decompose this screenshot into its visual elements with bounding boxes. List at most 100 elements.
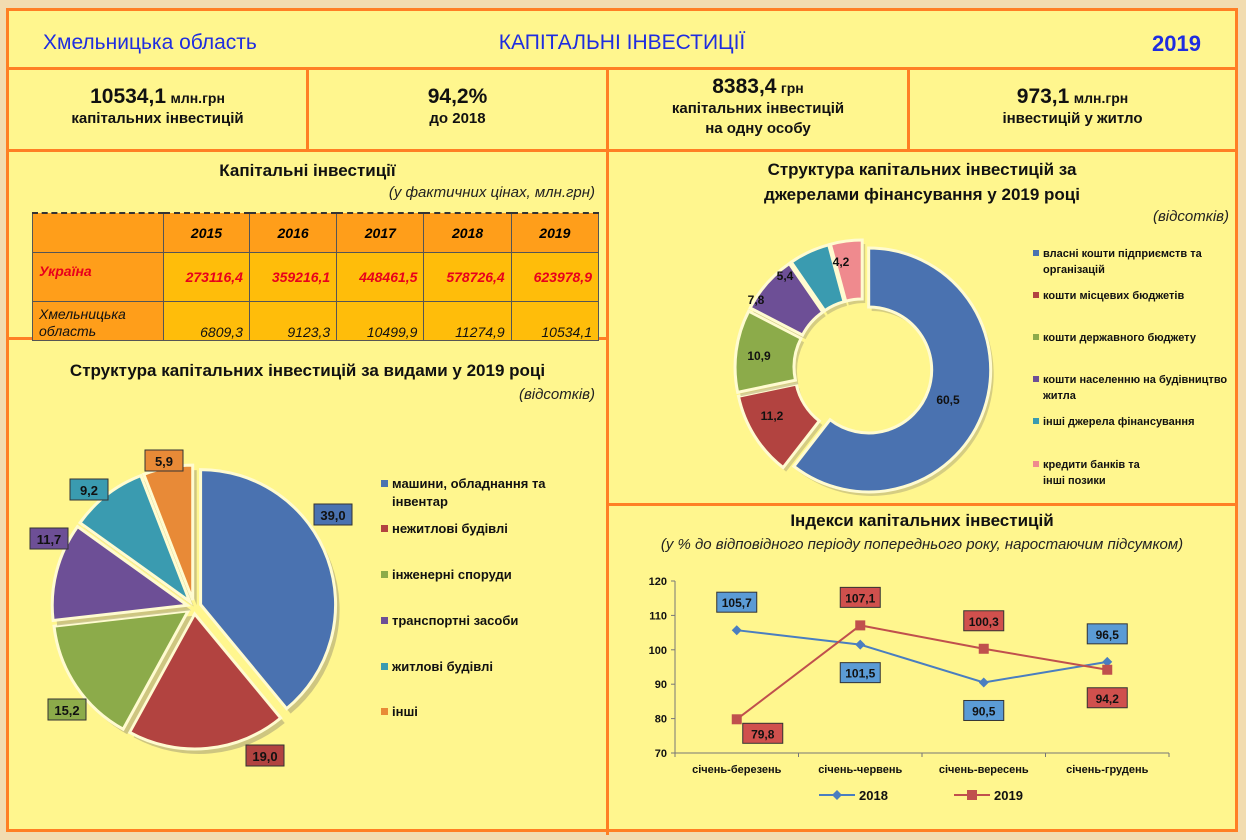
data-label: 15,2 — [54, 703, 79, 718]
legend-label: кошти державного бюджету — [1043, 332, 1197, 344]
donut-slice — [736, 382, 822, 470]
kpi-index: 94,2% до 2018 — [309, 85, 606, 129]
data-label: 5,4 — [777, 269, 794, 283]
legend-label: кошти населенню на будівництво — [1043, 374, 1227, 386]
legend-label: житла — [1042, 390, 1077, 402]
data-label-box — [245, 744, 285, 767]
data-label-box — [839, 586, 881, 608]
data-label-box — [963, 610, 1005, 632]
legend-label: 2018 — [859, 788, 888, 803]
kpi-value: 10534,1 — [90, 85, 167, 108]
legend-label: інвентар — [392, 494, 448, 509]
kpi-unit: грн — [780, 80, 804, 96]
kpi-housing: 973,1 млн.грн інвестицій у житло — [910, 85, 1235, 129]
legend-swatch — [1033, 334, 1039, 340]
dashboard-frame: Хмельницька область КАПІТАЛЬНІ ІНВЕСТИЦІ… — [6, 8, 1238, 835]
kpi-unit: млн.грн — [170, 90, 225, 106]
data-point — [1102, 664, 1113, 675]
legend-label: власні кошти підприємств та — [1043, 248, 1203, 260]
table-cell: 10534,1 — [510, 301, 600, 341]
kpi-value: 8383,4 — [712, 75, 777, 98]
kpi-value: 94,2% — [427, 85, 488, 108]
table-header-cell: 2017 — [336, 212, 425, 253]
y-tick-label: 90 — [655, 679, 667, 691]
table-cell: 6809,3 — [163, 301, 250, 341]
y-tick-label: 70 — [655, 748, 667, 760]
legend-swatch — [381, 525, 388, 532]
region-name: Хмельницька область — [43, 31, 257, 54]
legend-swatch — [381, 480, 388, 487]
donut-slice — [733, 309, 804, 395]
series-line-2019 — [736, 624, 1108, 721]
y-tick-label: 100 — [649, 645, 667, 657]
divider — [9, 67, 1235, 70]
data-label-box — [69, 478, 109, 501]
line-subtitle: (у % до відповідного періоду попередньог… — [660, 536, 1184, 553]
legend-label: машини, обладнання та — [392, 476, 546, 491]
legend-swatch — [1033, 292, 1039, 298]
investment-table: 2015 2016 2017 2018 2019 Україна 273116,… — [32, 212, 600, 341]
kpi-caption: до 2018 — [429, 110, 486, 127]
donut-slice — [748, 261, 825, 338]
divider — [907, 67, 910, 150]
line-title: Індекси капітальних інвестицій — [790, 511, 1054, 530]
data-label: 101,5 — [845, 667, 875, 681]
legend-label: транспортні засоби — [392, 613, 518, 628]
data-label-box — [963, 699, 1005, 721]
data-label: 7,8 — [748, 293, 765, 307]
divider — [306, 67, 309, 150]
data-label-box — [144, 449, 184, 472]
pie-slice — [50, 524, 192, 623]
data-point — [731, 625, 742, 636]
data-label-box — [839, 662, 881, 684]
legend-swatch — [1033, 418, 1039, 424]
data-label-box — [47, 698, 87, 721]
y-tick-label: 80 — [655, 714, 667, 726]
data-label: 11,7 — [37, 532, 62, 547]
kpi-caption: капітальних інвестицій — [671, 100, 845, 117]
x-tick-label: січень-червень — [818, 764, 902, 776]
data-point — [978, 643, 989, 654]
legend-label: інші позики — [1043, 475, 1106, 487]
data-label-box — [716, 591, 758, 613]
legend-swatch — [381, 663, 388, 670]
table-cell: 10499,9 — [336, 301, 425, 341]
legend-label: інші — [392, 704, 418, 719]
divider — [9, 149, 1235, 152]
table-cell: 623978,9 — [510, 252, 600, 302]
legend-label: нежитлові будівлі — [392, 521, 508, 536]
data-label: 60,5 — [936, 393, 960, 407]
data-label: 19,0 — [252, 749, 277, 764]
kpi-caption: на одну особу — [705, 120, 811, 137]
table-title: Капітальні інвестиції — [219, 161, 396, 180]
legend-swatch — [381, 571, 388, 578]
kpi-caption: інвестицій у житло — [1002, 110, 1143, 127]
legend-marker — [832, 790, 842, 800]
data-label-box — [742, 722, 784, 744]
data-label: 107,1 — [845, 591, 875, 605]
data-label-box — [1086, 687, 1128, 709]
table-corner-cell — [32, 212, 164, 253]
data-label: 39,0 — [320, 508, 345, 523]
pie-slice — [52, 609, 191, 732]
legend-label: житлові будівлі — [391, 659, 493, 674]
legend-label: організацій — [1043, 264, 1105, 276]
data-label-box — [1086, 623, 1128, 645]
data-point — [731, 714, 742, 725]
data-label: 10,9 — [747, 349, 771, 363]
legend-label: 2019 — [994, 788, 1023, 803]
table-header-cell: 2016 — [248, 212, 338, 253]
x-tick-label: січень-грудень — [1066, 764, 1148, 776]
kpi-caption: капітальних інвестицій — [71, 110, 244, 127]
table-header-row: 2015 2016 2017 2018 2019 — [32, 212, 600, 253]
donut-title: Структура капітальних інвестицій за джер… — [764, 160, 1080, 204]
donut-slice — [828, 238, 864, 304]
pie-slice — [199, 468, 338, 711]
table-row-label: Україна — [32, 252, 164, 302]
table-cell: 273116,4 — [163, 252, 250, 302]
y-tick-label: 120 — [649, 576, 667, 588]
divider — [606, 503, 1235, 506]
pie-chart-types: 39,0 19,0 15,2 11,7 9,2 5,9 машини, обладнання… — [29, 449, 546, 767]
table-header-cell: 2015 — [163, 212, 250, 253]
data-label: 100,3 — [969, 615, 999, 629]
